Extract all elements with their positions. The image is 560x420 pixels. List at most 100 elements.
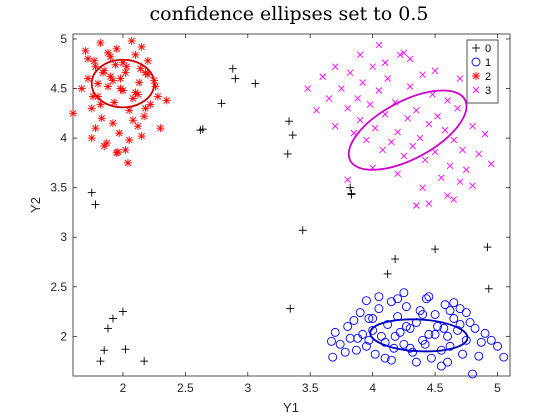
series-0-point [346,183,355,192]
series-2-point [81,46,90,55]
series-0-point [298,226,307,235]
y-tick-label: 4.5 [50,82,67,96]
series-0-point [288,131,297,140]
series-1-point [445,341,455,351]
series-2-point [121,68,130,77]
series-1-point [390,331,400,341]
series-1-point [480,328,490,338]
series-3-point [313,107,320,114]
legend-marker [472,44,480,52]
series-1-point [421,294,431,304]
series-3-point [325,95,333,102]
series-1-point [449,298,459,308]
series-2-point [133,90,142,99]
series-3-point [450,136,458,144]
series-2-point [133,122,142,131]
series-3-point [375,41,383,49]
x-tick-label: 3 [244,381,251,395]
series-1-point [389,343,399,353]
series-0-point [87,188,96,197]
series-1-point [493,341,502,351]
legend-entry-2: 2 [472,71,491,83]
series-3-point [413,107,420,114]
series-1-point [340,347,350,357]
series-1-point [411,357,421,367]
series-1-point [374,304,384,314]
series-1-point [380,337,390,347]
series-3-point [371,124,379,132]
legend-entry-1: 1 [471,57,491,69]
series-0-point [251,79,260,88]
series-3-point [346,69,354,76]
series-2-point [137,132,146,141]
series-2-point [127,36,136,45]
series-3-point [388,138,395,146]
series-3-point [456,178,464,186]
y-axis-ticks: 2 2.5 3 3.5 4 4.5 5 [50,32,510,343]
x-axis-label: Y1 [283,400,299,415]
series-1-point [361,341,371,351]
series-2-point [162,96,171,105]
series-3-point [469,182,476,189]
series-3-point [359,79,366,86]
series-1-point [328,352,338,362]
series-2-point [93,79,102,88]
scatter-points [69,36,509,379]
series-1-point [449,314,459,323]
series-3-point [444,97,451,104]
series-3-point [394,170,401,178]
series-1-point [461,335,471,345]
series-3-point [425,200,433,207]
x-tick-label: 5 [494,381,501,395]
series-1-point [436,361,446,371]
series-3-point [416,134,424,142]
series-1-point [439,323,449,333]
series-1-point [386,355,396,365]
legend-box [466,39,499,104]
series-1-point [399,339,409,349]
series-1-point [393,312,403,321]
series-1-point [445,306,455,316]
series-1-point [380,353,390,363]
series-1-point [461,308,471,318]
x-tick-label: 4.5 [427,381,444,395]
series-0-point [91,200,100,209]
series-1-point [426,353,436,363]
series-2-point [137,42,146,51]
series-2-point [125,106,134,115]
series-3-point [354,95,361,102]
y-tick-label: 4 [60,131,67,145]
series-1-point [370,349,380,359]
series-1-point [424,292,434,302]
series-3-point [369,63,376,71]
series-2-point [128,94,137,103]
legend-label: 2 [485,71,491,83]
series-2-point [131,50,140,59]
series-0-point [96,357,105,366]
series-1-point [499,352,509,362]
y-tick: 4.5 [50,82,510,96]
x-tick-label: 3.5 [302,381,319,395]
series-3-point [419,184,426,191]
series-0-point [100,346,109,355]
series-3-point [406,55,414,63]
series-2-point [128,116,137,125]
series-1-point [327,336,336,346]
series-3-point [375,87,383,94]
series-3-point [406,83,414,90]
series-3-point [421,156,429,164]
series-2-point [136,64,145,73]
series-1-point [453,325,463,335]
series-2-point [135,78,144,87]
series-1-point [455,320,465,329]
series-3-point [431,148,439,156]
series-0-point [484,284,493,293]
x-axis-ticks: 2 2.5 3 3.5 4 4.5 5 [120,34,501,395]
series-3-point [369,164,376,172]
series-2-point [98,68,107,77]
legend-marker [472,72,480,80]
series-1-point [351,345,361,355]
series-0-point [217,99,226,108]
series-1-point [361,296,371,306]
